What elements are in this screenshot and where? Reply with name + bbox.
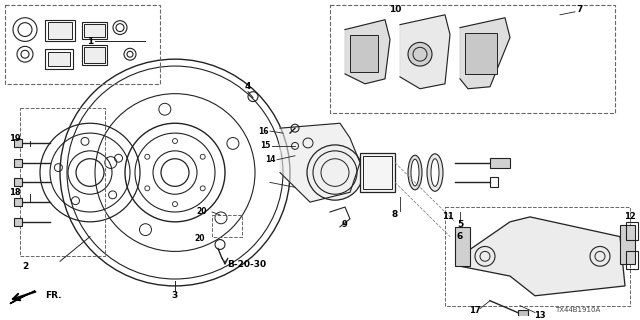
Text: 6: 6 — [457, 232, 463, 241]
Text: 17: 17 — [469, 306, 481, 315]
Text: 8: 8 — [392, 211, 398, 220]
Bar — [363, 156, 392, 189]
Text: 15: 15 — [260, 141, 270, 150]
Text: B-20-30: B-20-30 — [227, 260, 266, 269]
Text: 1: 1 — [87, 37, 93, 46]
Bar — [82, 45, 107, 65]
Bar — [626, 252, 638, 269]
Polygon shape — [400, 15, 450, 89]
Bar — [330, 5, 615, 113]
Bar — [490, 178, 498, 187]
Text: 4: 4 — [245, 82, 251, 91]
Bar — [14, 139, 22, 147]
Text: 16: 16 — [258, 127, 268, 136]
Bar — [620, 225, 635, 264]
Bar — [350, 35, 378, 72]
Text: 2: 2 — [22, 262, 28, 271]
Bar — [14, 218, 22, 226]
Bar — [626, 222, 638, 240]
Text: 19: 19 — [9, 133, 21, 142]
Bar — [84, 47, 105, 63]
Ellipse shape — [427, 154, 443, 191]
Bar — [518, 309, 528, 317]
Bar — [14, 179, 22, 186]
Bar — [465, 33, 497, 74]
Text: 7: 7 — [577, 5, 583, 14]
Text: 20: 20 — [196, 207, 207, 216]
Polygon shape — [345, 20, 390, 84]
Text: 18: 18 — [9, 188, 21, 197]
Text: 11: 11 — [442, 212, 454, 221]
Bar — [82, 22, 107, 39]
Bar — [490, 158, 510, 168]
Ellipse shape — [411, 159, 419, 186]
Text: 9: 9 — [342, 220, 348, 229]
Text: 14: 14 — [265, 155, 275, 164]
Bar — [14, 198, 22, 206]
Ellipse shape — [431, 159, 439, 186]
Text: 10: 10 — [389, 5, 401, 14]
Bar — [360, 153, 395, 192]
Bar — [14, 159, 22, 167]
Bar — [212, 215, 242, 236]
Text: 13: 13 — [534, 311, 546, 320]
Polygon shape — [460, 18, 510, 89]
Polygon shape — [10, 291, 35, 304]
Bar — [455, 227, 470, 266]
Bar — [445, 207, 630, 306]
Text: 12: 12 — [624, 212, 636, 221]
Polygon shape — [280, 123, 360, 202]
Text: 20: 20 — [195, 234, 205, 243]
Bar — [45, 20, 75, 41]
Bar — [5, 5, 160, 84]
Text: FR.: FR. — [45, 291, 61, 300]
Text: 5: 5 — [457, 220, 463, 229]
Ellipse shape — [408, 155, 422, 190]
Bar — [84, 24, 105, 37]
Bar — [48, 52, 70, 66]
Circle shape — [408, 42, 432, 66]
Text: 3: 3 — [172, 291, 178, 300]
Bar — [48, 22, 72, 39]
Polygon shape — [460, 217, 625, 296]
Circle shape — [307, 145, 363, 200]
Bar — [45, 49, 73, 69]
Text: TX44B1910A: TX44B1910A — [555, 307, 600, 313]
